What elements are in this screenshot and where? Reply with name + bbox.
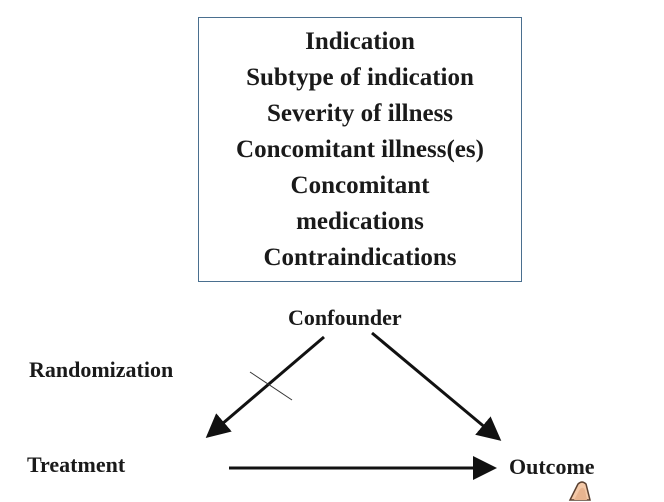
confounder-item-contraindications: Contraindications (263, 243, 457, 271)
confounder-item-severity: Severity of illness (266, 99, 454, 127)
confounder-item-concomitant: Concomitant (290, 171, 430, 199)
arrow-confounder-to-treatment (205, 335, 325, 438)
confounder-item-concomitant-illness: Concomitant illness(es) (236, 135, 484, 163)
arrow-confounder-to-outcome (371, 331, 502, 441)
randomization-block-mark (249, 371, 293, 401)
confounder-item-indication: Indication (305, 27, 415, 55)
confounder-item-medications: medications (296, 207, 424, 235)
confounder-item-subtype: Subtype of indication (246, 63, 474, 91)
outcome-node-label: Outcome (509, 454, 595, 479)
randomization-label: Randomization (29, 357, 174, 382)
confounder-list-box: Indication Subtype of indication Severit… (198, 17, 522, 282)
confounder-node-label: Confounder (288, 305, 402, 330)
pointer-cursor-icon (568, 481, 591, 501)
treatment-node-label: Treatment (27, 452, 126, 477)
